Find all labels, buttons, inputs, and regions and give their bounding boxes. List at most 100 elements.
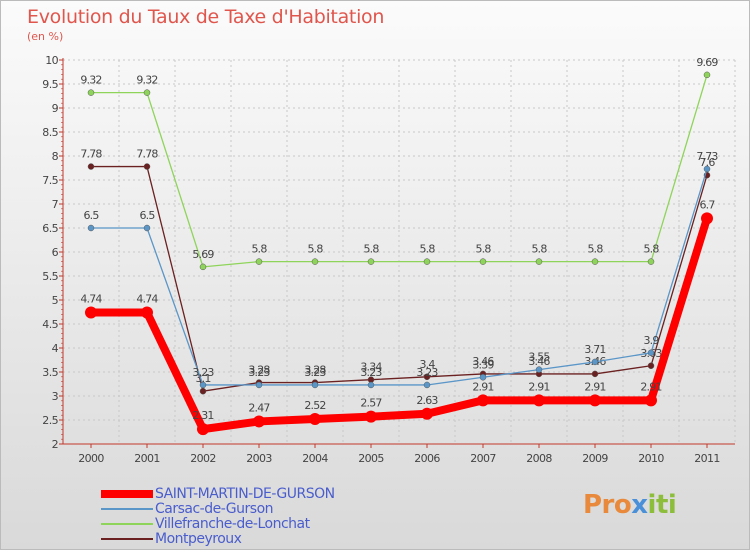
data-label: 3.28 xyxy=(248,364,270,377)
series-line xyxy=(90,168,708,386)
legend-item: Montpeyroux xyxy=(101,530,335,547)
data-point xyxy=(535,258,543,265)
data-label: 7.78 xyxy=(80,148,102,161)
data-point xyxy=(85,306,97,319)
data-label: 5.8 xyxy=(307,243,323,256)
y-tick-label: 6 xyxy=(52,246,59,259)
legend-item: Villefranche-de-Lonchat xyxy=(101,515,335,532)
data-point xyxy=(533,394,545,407)
y-tick-label: 10 xyxy=(45,54,58,67)
data-point xyxy=(199,381,207,389)
data-label: 3.71 xyxy=(584,343,605,356)
data-point xyxy=(423,258,431,265)
data-label: 3.23 xyxy=(192,366,214,379)
grid xyxy=(62,59,736,445)
x-tick-label: 2001 xyxy=(134,452,160,465)
legend-label: Carsac-de-Gurson xyxy=(155,500,274,517)
data-point xyxy=(647,258,655,265)
y-tick-label: 9 xyxy=(52,102,59,115)
x-tick-label: 2008 xyxy=(526,452,552,465)
y-tick-label: 5.5 xyxy=(42,270,58,283)
x-tick-label: 2010 xyxy=(638,452,664,465)
data-point xyxy=(253,415,265,428)
chart-title: Evolution du Taux de Taxe d'Habitation xyxy=(27,6,385,28)
y-tick-label: 2 xyxy=(52,438,58,451)
legend-label: Montpeyroux xyxy=(155,530,242,547)
y-tick-label: 3 xyxy=(52,390,59,403)
data-point xyxy=(141,306,153,319)
legend: SAINT-MARTIN-DE-GURSON Carsac-de-Gurson Vi… xyxy=(101,485,335,547)
data-point xyxy=(647,349,655,357)
data-point xyxy=(143,89,151,96)
x-tick-label: 2002 xyxy=(190,452,216,465)
data-label: 3.4 xyxy=(419,358,435,371)
data-point xyxy=(255,258,263,265)
data-label: 2.31 xyxy=(192,409,213,422)
data-label: 4.74 xyxy=(80,292,102,305)
data-label: 2.91 xyxy=(584,380,605,393)
data-point xyxy=(255,381,263,389)
data-label: 2.63 xyxy=(416,394,438,407)
y-tick-label: 9.5 xyxy=(42,78,58,91)
y-tick-label: 3.5 xyxy=(42,366,58,379)
data-label: 7.6 xyxy=(699,156,715,169)
data-label: 5.8 xyxy=(419,243,435,256)
x-tick-label: 2007 xyxy=(470,452,496,465)
chart-unit: (en %) xyxy=(27,30,64,43)
x-tick-label: 2006 xyxy=(414,452,440,465)
data-point xyxy=(311,381,319,389)
y-tick-label: 7.5 xyxy=(42,174,58,187)
data-point xyxy=(645,394,657,407)
data-point xyxy=(591,258,599,265)
y-tick-label: 4.5 xyxy=(42,318,58,331)
data-point xyxy=(591,370,599,378)
data-label: 7.78 xyxy=(136,148,158,161)
series-carsac-de-gurson: 6.5 6.5 3.23 3.23 3.23 3.23 3.23 3.39 3.55 3.71 3.… xyxy=(83,150,719,389)
x-tick-label: 2009 xyxy=(582,452,608,465)
data-point xyxy=(199,263,207,271)
legend-label: Villefranche-de-Lonchat xyxy=(155,515,310,532)
data-point xyxy=(423,373,431,381)
data-point xyxy=(367,258,375,265)
legend-item: SAINT-MARTIN-DE-GURSON xyxy=(101,485,335,502)
data-label: 3.23 xyxy=(360,366,382,379)
data-label: 5.8 xyxy=(475,243,491,256)
data-point xyxy=(423,381,431,389)
y-tick-label: 2.5 xyxy=(42,414,58,427)
data-point xyxy=(703,165,711,173)
data-label: 3.23 xyxy=(304,366,326,379)
data-point xyxy=(703,71,711,79)
data-point xyxy=(87,163,95,170)
legend-swatch xyxy=(101,507,153,510)
data-label: 5.8 xyxy=(363,243,379,256)
data-label: 5.8 xyxy=(531,243,547,256)
data-point xyxy=(701,212,713,225)
data-point xyxy=(143,163,151,170)
data-label: 3.34 xyxy=(360,361,382,374)
data-point xyxy=(479,374,487,381)
data-point xyxy=(647,362,655,370)
data-label: 2.52 xyxy=(304,399,325,412)
data-point xyxy=(535,366,543,373)
data-label: 2.91 xyxy=(472,380,493,393)
data-label: 2.47 xyxy=(248,401,270,414)
x-tick-label: 2005 xyxy=(358,452,384,465)
data-point xyxy=(87,224,95,232)
data-point xyxy=(143,224,151,232)
x-tick-label: 2003 xyxy=(246,452,272,465)
series-villefranche-de-lonchat: 9.32 9.32 5.69 5.8 5.8 5.8 5.8 5.8 5.8 5.8 5.8 9.69 xyxy=(80,56,719,271)
data-point xyxy=(421,407,433,420)
data-point xyxy=(365,410,377,423)
data-label: 6.5 xyxy=(83,209,99,222)
data-label: 9.32 xyxy=(80,74,101,87)
data-point xyxy=(197,423,209,436)
x-tick-label: 2011 xyxy=(694,452,720,465)
series-saint-martin-de-gurson: 4.74 4.74 2.31 2.47 2.52 2.57 2.63 2.91 2.91 2.91… xyxy=(80,198,716,436)
data-point xyxy=(367,381,375,389)
legend-swatch xyxy=(101,489,153,498)
data-point xyxy=(479,258,487,265)
legend-label: SAINT-MARTIN-DE-GURSON xyxy=(155,485,335,502)
data-label: 5.8 xyxy=(587,243,603,256)
